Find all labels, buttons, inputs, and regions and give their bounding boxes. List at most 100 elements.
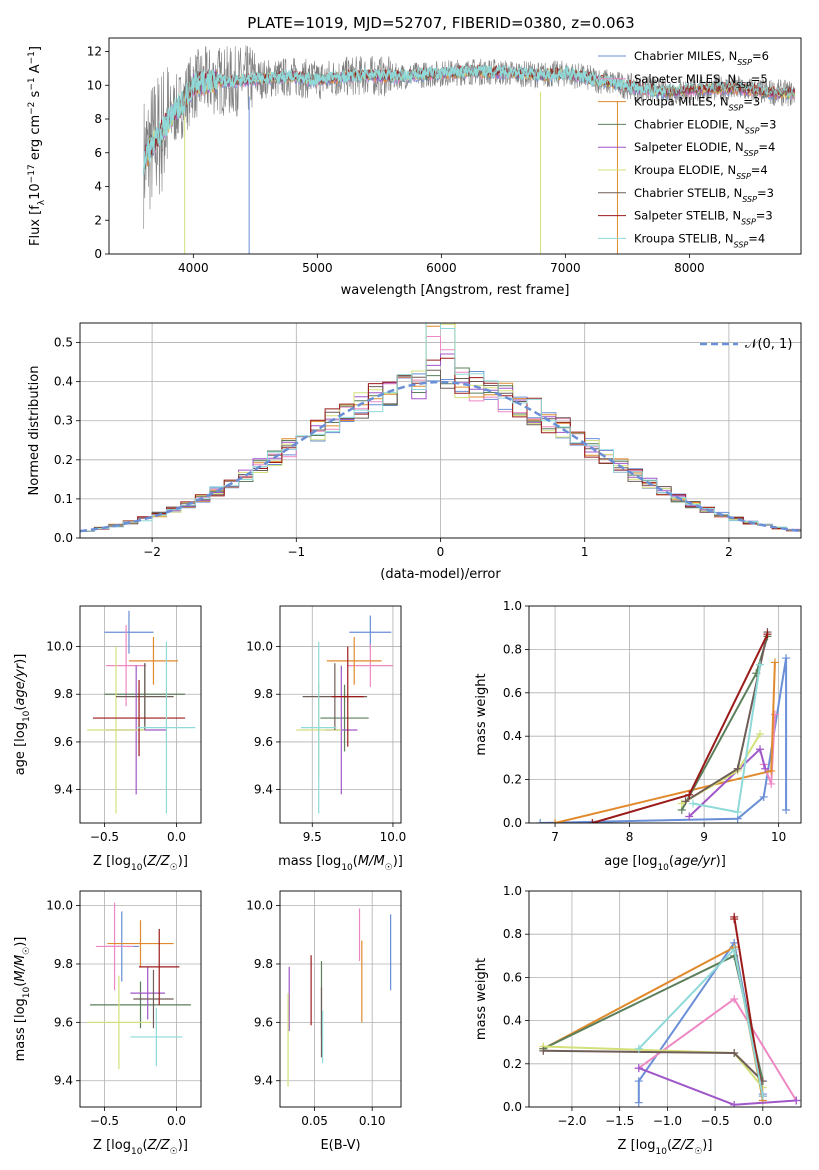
plus-marker: [536, 819, 545, 823]
y-tick-label: 0.8: [503, 642, 522, 656]
residual-histogram: [80, 357, 801, 532]
x-tick-label: 0: [437, 545, 445, 559]
y-tick-label: 6: [94, 146, 102, 160]
y-tick-label: 4: [94, 180, 102, 194]
y-tick-label: 0: [94, 247, 102, 261]
axes-frame: [528, 605, 802, 824]
y-tick-label: 0.0: [503, 1100, 522, 1114]
plus-marker: [792, 1096, 801, 1105]
legend-entry: 𝒩(0, 1): [745, 337, 792, 352]
x-tick-label: 9: [700, 830, 708, 844]
y-tick-label: 10.0: [46, 899, 73, 913]
legend-entry: Kroupa STELIB, NSSP=4: [634, 231, 765, 249]
y-tick-label: 9.4: [254, 783, 273, 797]
y-tick-label: 9.6: [54, 1015, 73, 1029]
plus-marker: [730, 912, 739, 921]
x-axis-label: Z [log10(Z/Z☉)]: [93, 1138, 188, 1157]
y-tick-label: 0.6: [503, 970, 522, 984]
y-tick-label: 1.0: [503, 884, 522, 898]
plus-marker: [756, 660, 765, 669]
y-tick-label: 10.0: [246, 640, 273, 654]
legend-entry: Kroupa ELODIE, NSSP=4: [634, 163, 768, 181]
x-axis-label: E(B-V): [320, 1138, 360, 1153]
plus-marker: [634, 1098, 643, 1107]
y-tick-label: 9.6: [254, 1015, 273, 1029]
y-tick-label: 0.3: [54, 414, 73, 428]
plus-marker: [588, 819, 597, 823]
legend-entry: Chabrier STELIB, NSSP=3: [634, 186, 774, 204]
axes-frame: [79, 890, 202, 1108]
y-tick-label: 10.0: [46, 640, 73, 654]
x-tick-label: 0.0: [753, 1114, 772, 1128]
x-axis-label: Z [log10(Z/Z☉)]: [93, 854, 188, 873]
x-tick-label: 10: [771, 830, 786, 844]
legend-entry: Chabrier MILES, NSSP=6: [634, 49, 769, 67]
y-axis-label: Flux [fλ10−17 erg cm−2 s−1 A−1]: [27, 46, 47, 246]
axes-frame: [79, 322, 802, 539]
plot-area: [280, 606, 401, 823]
panel-spectrum: 4000 5000 6000 7000 8000 0 2 4 6 8 10 12 wavelength …: [27, 37, 802, 298]
y-tick-label: 12: [87, 45, 102, 59]
plus-marker: [685, 790, 694, 799]
plot-area: [80, 606, 201, 823]
plus-marker: [688, 799, 697, 808]
x-tick-label: 4000: [178, 261, 209, 275]
x-tick-label: −2.0: [557, 1114, 586, 1128]
y-tick-label: 2: [94, 213, 102, 227]
panel-ebv-mass: 0.05 0.10 9.4 9.6 9.8 10.0 E(B-V): [246, 890, 402, 1153]
plus-marker: [733, 808, 742, 817]
plus-marker: [782, 805, 791, 814]
legend-entry: Salpeter STELIB, NSSP=3: [634, 209, 773, 227]
panels: 4000 5000 6000 7000 8000024681012wavelength …: [13, 37, 802, 1157]
plot-area: [529, 891, 801, 1107]
axes-frame: [279, 605, 402, 824]
x-tick-label: 0.0: [167, 1114, 186, 1128]
x-tick-label: 6000: [426, 261, 457, 275]
weight-series: [638, 1067, 797, 1106]
plus-marker: [539, 1046, 548, 1055]
x-tick-label: −0.5: [90, 1114, 119, 1128]
plus-marker: [685, 812, 694, 821]
plus-marker: [763, 630, 772, 639]
plot-area: [80, 323, 801, 538]
x-tick-label: 0.10: [359, 1114, 386, 1128]
plus-marker: [761, 764, 770, 773]
residual-histogram: [80, 369, 801, 532]
plus-marker: [767, 766, 776, 775]
plus-marker: [634, 1077, 643, 1086]
y-tick-label: 0.0: [503, 816, 522, 830]
axes-frame: [108, 37, 802, 255]
plus-marker: [730, 1049, 739, 1057]
plus-marker: [756, 730, 765, 739]
plus-marker: [730, 945, 739, 954]
legend-entry: Salpeter ELODIE, NSSP=4: [634, 140, 775, 158]
weight-series: [543, 1049, 764, 1082]
panel-Z-mass: −0.5 0.0 9.4 9.6 9.8 10.0 Z [log10(Z/Z☉)] mass …: [13, 890, 202, 1157]
legend-entry: Salpeter MILES, NSSP=5: [634, 72, 768, 90]
plus-marker: [770, 658, 779, 667]
y-tick-label: 0.4: [54, 375, 73, 389]
axes-frame: [528, 890, 802, 1108]
plus-marker: [756, 745, 765, 754]
panel-age-weight: 7 8 9 10 0.0 0.2 0.4 0.6 0.8 1.0 age [log10(age/yr…: [474, 599, 802, 873]
y-axis-label: mass weight: [474, 958, 489, 1040]
x-tick-label: −1: [287, 545, 305, 559]
weight-series: [542, 954, 764, 1082]
y-tick-label: 0.5: [54, 336, 73, 350]
plus-marker: [782, 654, 791, 663]
y-axis-label: Normed distribution: [27, 366, 42, 496]
x-tick-label: 9.5: [303, 830, 322, 844]
y-tick-label: 0.4: [503, 1014, 522, 1028]
y-axis-label: mass [log10(M/M☉)]: [13, 937, 32, 1062]
panel-Z-age: −0.5 0.0 9.4 9.6 9.8 10.0 Z [log10(Z/Z☉)] age […: [13, 605, 202, 873]
y-tick-label: 9.4: [254, 1074, 273, 1088]
y-axis-label: age [log10(age/yr)]: [13, 654, 32, 776]
y-tick-label: 9.8: [54, 687, 73, 701]
plus-marker: [759, 792, 768, 801]
y-tick-label: 0.0: [54, 531, 73, 545]
x-tick-label: 0.05: [301, 1114, 328, 1128]
model-spectrum-kroupa-stelib: [143, 64, 666, 175]
plot-area: [80, 891, 201, 1107]
x-tick-label: −1.0: [653, 1114, 682, 1128]
x-tick-label: 10.0: [380, 830, 407, 844]
